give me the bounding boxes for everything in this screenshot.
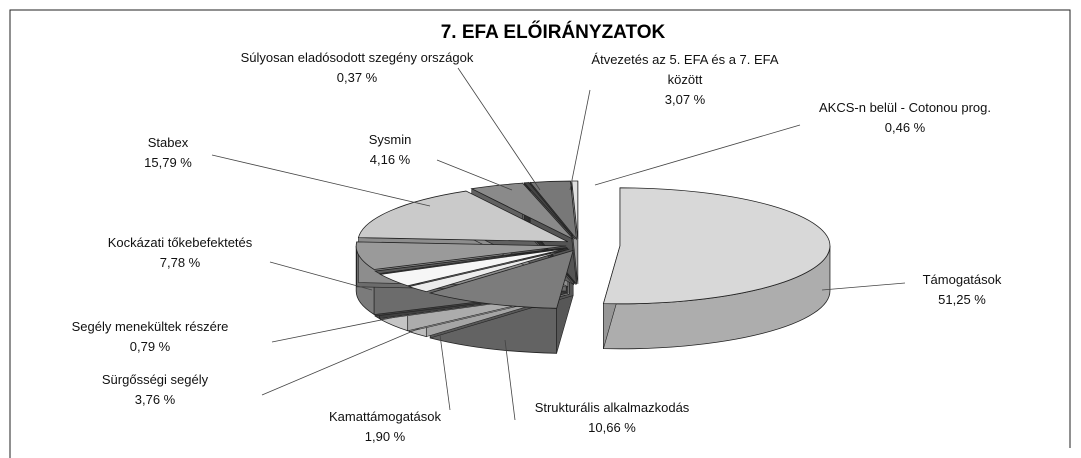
slice-label: Kockázati tőkebefektetés [107, 235, 253, 250]
leader-line [269, 261, 373, 291]
slice-label: Sürgősségi segély [101, 372, 209, 387]
slice [357, 190, 569, 243]
slice-value-label: 51,25 % [938, 292, 986, 307]
slice-value-label: 7,78 % [159, 255, 201, 270]
slice-label: Sysmin [368, 132, 412, 147]
slice-label: Súlyosan eladósodott szegény országok [240, 50, 474, 65]
slice [523, 182, 576, 240]
slice-label: Támogatások [922, 272, 1002, 287]
leader-line [504, 339, 516, 421]
leader-line [211, 154, 431, 207]
slice [428, 249, 574, 309]
slice-value-label: 0,79 % [129, 339, 171, 354]
leader-line [271, 316, 397, 343]
slice [355, 241, 567, 270]
slice-label: Átvezetés az 5. EFA és a 7. EFA között [591, 52, 779, 87]
slice [470, 182, 574, 240]
leader-line [569, 89, 591, 191]
leader-line [821, 282, 906, 291]
leader-line [594, 124, 801, 186]
slice-value-label: 3,76 % [134, 392, 176, 407]
slice-label: Stabex [147, 135, 189, 150]
slice [379, 247, 569, 287]
slice-label: AKCS-n belül - Cotonou prog. [819, 100, 991, 115]
leader-line [436, 159, 513, 191]
slice [529, 180, 578, 241]
slice-label: Segély menekültek részére [71, 319, 229, 334]
chart-title: 7. EFA ELŐIRÁNYZATOK [440, 22, 666, 43]
leader-line [457, 67, 541, 191]
slice [602, 187, 831, 305]
leader-line [439, 334, 451, 411]
slice-value-label: 10,66 % [588, 420, 636, 435]
slice [407, 248, 570, 293]
slice-value-label: 1,90 % [364, 429, 406, 444]
slice-value-label: 0,37 % [336, 70, 378, 85]
leader-line [261, 327, 421, 396]
slice-value-label: 3,07 % [664, 92, 706, 107]
slice [373, 247, 568, 275]
slice-value-label: 4,16 % [369, 152, 411, 167]
slice-value-label: 0,46 % [884, 120, 926, 135]
slice-label: Kamattámogatások [328, 409, 442, 424]
slice-value-label: 15,79 % [144, 155, 192, 170]
frame [9, 9, 1071, 458]
slice-label: Strukturális alkalmazkodás [534, 400, 690, 415]
